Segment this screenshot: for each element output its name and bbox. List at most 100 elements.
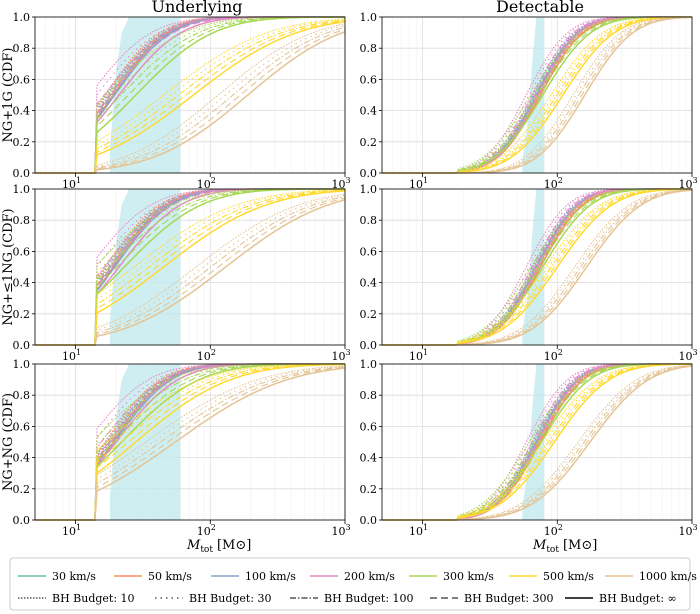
cdf-line-50-km-s-budget-2 — [35, 16, 345, 174]
y-tick-label: 0.8 — [13, 389, 31, 402]
cdf-line-100-km-s-budget-5 — [35, 188, 345, 346]
cdf-line-200-km-s-budget-2 — [35, 188, 345, 346]
xlabel-sub: tot — [546, 545, 559, 555]
cdf-line-100-km-s-budget-2 — [35, 363, 345, 521]
legend-frame — [9, 557, 691, 611]
cdf-line-200-km-s-budget-5 — [35, 188, 345, 346]
cdf-line-500-km-s-budget-5 — [35, 20, 345, 174]
cdf-line-300-km-s-budget-4 — [35, 363, 345, 521]
cdf-line-100-km-s-budget-1 — [35, 363, 345, 521]
cdf-line-1000-km-s-budget-2 — [35, 365, 345, 521]
y-tick-label: 0.0 — [360, 339, 378, 352]
cdf-line-1000-km-s-budget-4 — [382, 189, 692, 346]
cdf-line-30-km-s-budget-1 — [35, 16, 345, 174]
cdf-line-200-km-s-budget-3 — [35, 363, 345, 521]
x-tick-exponent: 2 — [558, 348, 563, 357]
cdf-line-100-km-s-budget-4 — [35, 188, 345, 346]
x-tick-exponent: 2 — [558, 523, 563, 532]
cdf-line-300-km-s-budget-5 — [35, 16, 345, 174]
cdf-line-300-km-s-budget-2 — [382, 16, 692, 174]
legend-speed-label: 200 km/s — [344, 570, 395, 583]
cdf-line-100-km-s-budget-5 — [35, 16, 345, 174]
cdf-line-1000-km-s-budget-3 — [35, 366, 345, 521]
legend-speed-label: 1000 km/s — [639, 570, 697, 583]
cdf-line-100-km-s-budget-4 — [35, 16, 345, 174]
y-tick-label: 1.0 — [360, 183, 378, 196]
legend-budget-label: BH Budget: 300 — [464, 592, 554, 605]
y-tick-label: 1.0 — [13, 358, 31, 371]
cdf-line-1000-km-s-budget-2 — [35, 24, 345, 174]
xlabel-unit: [M⊙] — [563, 538, 597, 553]
x-tick-label: 101 — [62, 348, 81, 363]
cdf-line-100-km-s-budget-3 — [35, 188, 345, 346]
cdf-line-500-km-s-budget-1 — [35, 189, 345, 346]
y-tick-label: 0.6 — [13, 420, 31, 433]
x-tick-exponent: 1 — [423, 523, 428, 532]
cdf-line-500-km-s-budget-1 — [35, 363, 345, 521]
cdf-line-200-km-s-budget-5 — [35, 16, 345, 174]
legend-budget-label: BH Budget: 30 — [189, 592, 272, 605]
row-label: NG+NG (CDF) — [1, 393, 16, 491]
y-tick-label: 0.0 — [13, 514, 31, 527]
cdf-line-500-km-s-budget-4 — [35, 20, 345, 174]
cdf-line-200-km-s-budget-1 — [35, 188, 345, 346]
cdf-line-300-km-s-budget-3 — [35, 363, 345, 521]
y-tick-label: 0.8 — [360, 42, 378, 55]
y-tick-label: 0.0 — [13, 167, 31, 180]
cdf-line-30-km-s-budget-2 — [35, 16, 345, 174]
x-tick-exponent: 2 — [211, 348, 216, 357]
legend-budget-label: BH Budget: 10 — [52, 592, 135, 605]
legend-speed-label: 100 km/s — [245, 570, 296, 583]
cdf-line-500-km-s-budget-1 — [35, 18, 345, 174]
cdf-line-50-km-s-budget-3 — [35, 16, 345, 174]
cdf-line-1000-km-s-budget-5 — [35, 199, 345, 346]
x-tick-exponent: 1 — [76, 176, 81, 185]
cdf-line-300-km-s-budget-4 — [382, 363, 692, 521]
cdf-line-50-km-s-budget-2 — [35, 188, 345, 346]
cdf-line-300-km-s-budget-2 — [35, 363, 345, 521]
x-tick-label: 103 — [678, 523, 697, 538]
cdf-line-50-km-s-budget-3 — [35, 188, 345, 346]
cdf-line-30-km-s-budget-4 — [35, 363, 345, 521]
cdf-line-50-km-s-budget-3 — [35, 363, 345, 521]
cdf-line-30-km-s-budget-5 — [35, 188, 345, 346]
curves — [35, 188, 345, 346]
cdf-line-100-km-s-budget-5 — [35, 363, 345, 521]
xlabel-sub: tot — [200, 545, 213, 555]
y-tick-label: 0.4 — [360, 452, 378, 465]
legend-budgets: BH Budget: 10 BH Budget: 30 BH Budget: 100… — [18, 592, 677, 605]
y-tick-label: 0.6 — [360, 73, 378, 86]
axes-frame — [34, 188, 346, 346]
row-label: NG+1G (CDF) — [1, 48, 16, 143]
cdf-line-100-km-s-budget-3 — [35, 16, 345, 174]
cdf-line-300-km-s-budget-5 — [35, 363, 345, 521]
x-tick-exponent: 1 — [76, 523, 81, 532]
cdf-line-100-km-s-budget-1 — [35, 16, 345, 174]
legend-budget-label: BH Budget: 100 — [324, 592, 414, 605]
cdf-line-200-km-s-budget-3 — [35, 16, 345, 174]
x-tick-exponent: 3 — [345, 348, 350, 357]
cdf-line-1000-km-s-budget-4 — [382, 16, 692, 174]
x-tick-label: 103 — [331, 348, 350, 363]
cdf-line-1000-km-s-budget-2 — [382, 16, 692, 174]
cdf-line-50-km-s-budget-4 — [35, 363, 345, 521]
y-tick-label: 0.4 — [13, 277, 31, 290]
x-tick-exponent: 3 — [345, 523, 350, 532]
cdf-line-50-km-s-budget-1 — [35, 16, 345, 174]
cdf-line-1000-km-s-budget-4 — [35, 28, 345, 174]
cdf-line-300-km-s-budget-3 — [35, 16, 345, 174]
cdf-line-300-km-s-budget-4 — [35, 16, 345, 174]
legend-speed-label: 50 km/s — [148, 570, 192, 583]
cdf-line-1000-km-s-budget-2 — [382, 189, 692, 346]
y-tick-label: 0.0 — [13, 339, 31, 352]
cdf-line-1000-km-s-budget-3 — [35, 196, 345, 346]
cdf-line-50-km-s-budget-5 — [35, 16, 345, 174]
cdf-line-300-km-s-budget-3 — [35, 188, 345, 346]
cdf-line-30-km-s-budget-4 — [35, 188, 345, 346]
cdf-line-300-km-s-budget-1 — [35, 188, 345, 346]
cdf-line-200-km-s-budget-4 — [35, 363, 345, 521]
legend: 30 km/s 50 km/s 100 km/s 200 km/s 300 km/s 50… — [9, 557, 697, 611]
y-tick-label: 0.4 — [13, 452, 31, 465]
